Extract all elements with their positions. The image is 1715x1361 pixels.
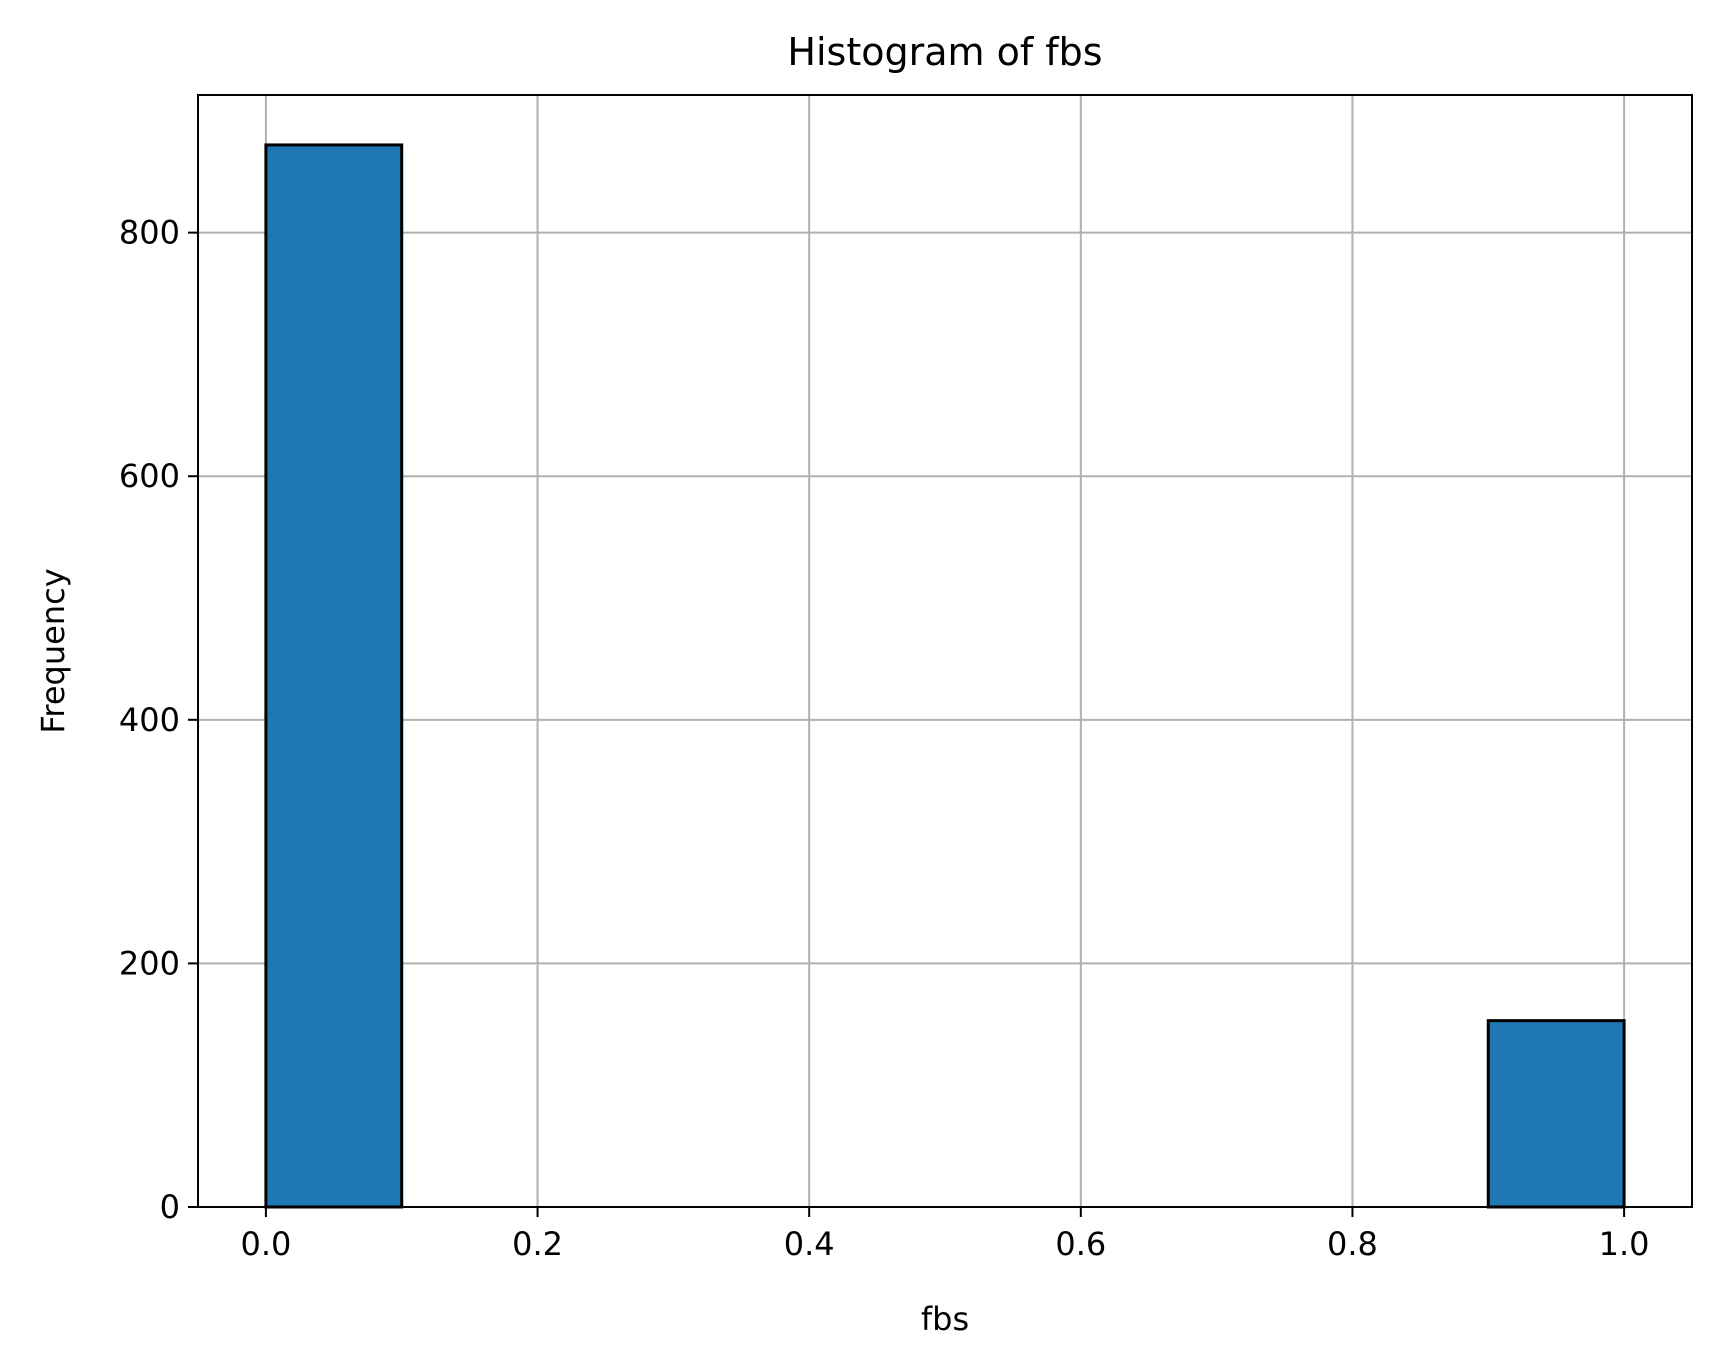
histogram-bars [264,143,1626,1209]
histogram-bar-0 [264,143,404,1209]
y-axis-label: Frequency [34,568,72,733]
histogram-bar-1 [1486,1019,1626,1209]
grid-lines [198,95,1692,1208]
axis-ticks: 0.0 0.2 0.4 0.6 0.8 1.0 0 200 400 600 800 [119,214,1650,1263]
x-tick-label-3: 0.6 [1055,1225,1106,1263]
y-tick-label-1: 200 [119,944,180,982]
x-tick-label-4: 0.8 [1327,1225,1378,1263]
x-tick-label-2: 0.4 [784,1225,835,1263]
x-tick-label-1: 0.2 [512,1225,563,1263]
y-tick-label-3: 600 [119,457,180,495]
x-tick-label-5: 1.0 [1599,1225,1650,1263]
x-axis-label: fbs [921,1300,969,1338]
y-tick-label-4: 800 [119,214,180,252]
chart-title: Histogram of fbs [787,30,1102,74]
plot-frame [197,94,1693,1208]
y-tick-label-0: 0 [160,1188,180,1226]
plot-area [198,95,1692,1207]
x-tick-label-0: 0.0 [240,1225,291,1263]
y-tick-label-2: 400 [119,701,180,739]
